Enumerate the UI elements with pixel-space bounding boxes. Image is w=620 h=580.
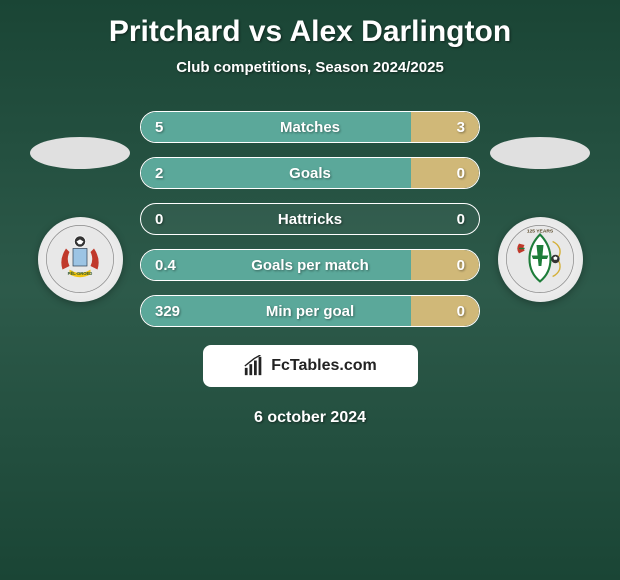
stat-label: Goals per match xyxy=(251,257,369,274)
stat-bar-left xyxy=(141,158,411,188)
stat-value-left: 0 xyxy=(155,211,163,228)
stat-row: 0 Hattricks 0 xyxy=(140,203,480,235)
stat-value-right: 0 xyxy=(457,165,465,182)
stat-value-left: 5 xyxy=(155,119,163,136)
stat-row: 329 Min per goal 0 xyxy=(140,295,480,327)
crest-right-icon: 125 YEARS xyxy=(505,224,575,294)
stats-column: 5 Matches 3 2 Goals 0 0 Hattricks 0 0.4 Goals per … xyxy=(130,111,490,327)
stat-row: 5 Matches 3 xyxy=(140,111,480,143)
stat-value-left: 329 xyxy=(155,303,180,320)
comparison-subtitle: Club competitions, Season 2024/2025 xyxy=(176,59,444,76)
stat-label: Matches xyxy=(280,119,340,136)
stat-bar-right xyxy=(411,158,479,188)
stat-row: 0.4 Goals per match 0 xyxy=(140,249,480,281)
branding-text: FcTables.com xyxy=(271,357,377,375)
stat-bar-right xyxy=(411,296,479,326)
player-photo-placeholder-right xyxy=(490,137,590,169)
svg-text:125 YEARS: 125 YEARS xyxy=(527,228,554,234)
branding-box[interactable]: FcTables.com xyxy=(203,345,418,387)
stat-row: 2 Goals 0 xyxy=(140,157,480,189)
stat-label: Goals xyxy=(289,165,331,182)
stat-bar-left xyxy=(141,112,411,142)
stat-value-right: 3 xyxy=(457,119,465,136)
stat-value-left: 0.4 xyxy=(155,257,176,274)
player-photo-placeholder-left xyxy=(30,137,130,169)
stat-bar-right xyxy=(411,250,479,280)
club-crest-right: 125 YEARS xyxy=(498,217,583,302)
stat-value-right: 0 xyxy=(457,257,465,274)
club-crest-left: PÊL-DROED xyxy=(38,217,123,302)
right-side: 125 YEARS xyxy=(490,137,590,302)
stat-label: Hattricks xyxy=(278,211,342,228)
stat-value-right: 0 xyxy=(457,211,465,228)
stat-bar-right xyxy=(411,112,479,142)
crest-left-icon: PÊL-DROED xyxy=(45,224,115,294)
generated-date: 6 october 2024 xyxy=(254,409,366,427)
bar-chart-icon xyxy=(243,355,265,377)
stat-value-left: 2 xyxy=(155,165,163,182)
stat-label: Min per goal xyxy=(266,303,354,320)
left-side: PÊL-DROED xyxy=(30,137,130,302)
comparison-title: Pritchard vs Alex Darlington xyxy=(109,15,511,49)
stat-value-right: 0 xyxy=(457,303,465,320)
comparison-main: PÊL-DROED 5Matches32Goals00Hattricks00.4… xyxy=(0,111,620,327)
svg-text:PÊL-DROED: PÊL-DROED xyxy=(68,271,93,276)
